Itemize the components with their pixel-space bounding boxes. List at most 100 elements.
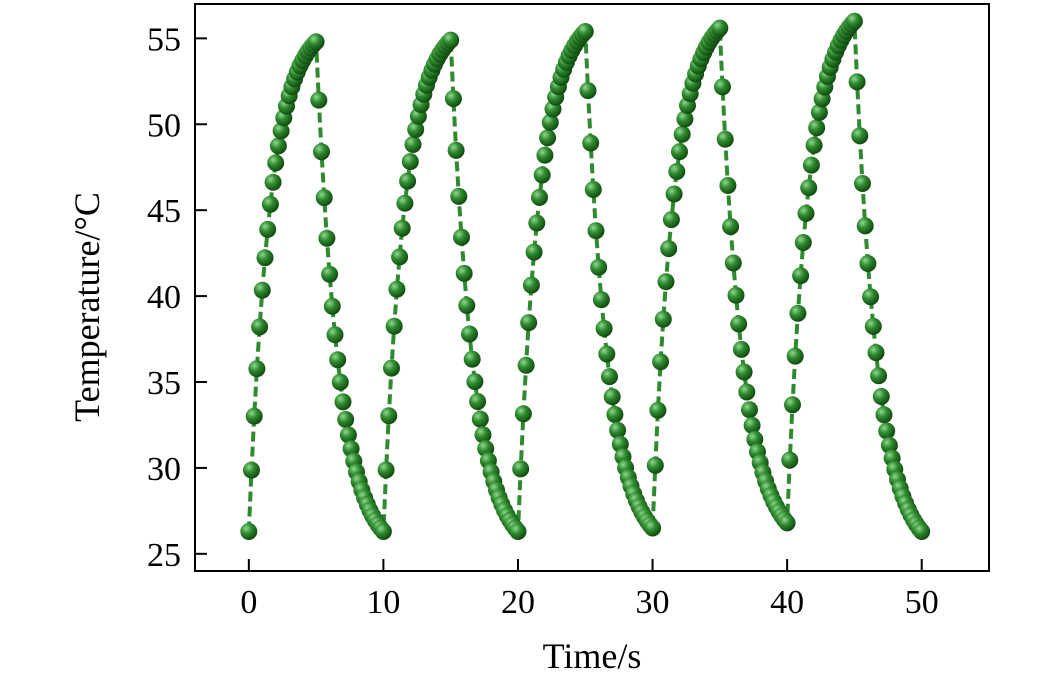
data-point (579, 82, 597, 100)
data-point (269, 137, 287, 155)
data-point (251, 318, 269, 336)
data-point (522, 276, 540, 294)
data-point (318, 229, 336, 247)
data-point (730, 315, 748, 333)
data-point (665, 185, 683, 203)
data-point (531, 188, 548, 206)
data-point (474, 426, 492, 444)
data-point (240, 523, 258, 540)
data-point (471, 410, 489, 428)
data-point (326, 326, 344, 344)
data-point (797, 204, 815, 222)
data-point (673, 125, 691, 143)
data-point (592, 291, 610, 309)
data-point (313, 143, 330, 161)
data-point (466, 373, 484, 391)
x-tick-label: 10 (366, 584, 400, 621)
data-point (272, 122, 290, 140)
data-point (741, 401, 758, 419)
data-point (243, 461, 260, 479)
data-point (374, 523, 392, 540)
data-point (253, 281, 271, 299)
series-layer (240, 12, 931, 540)
data-point (525, 243, 543, 261)
y-tick-label: 35 (147, 365, 181, 402)
data-point (453, 228, 470, 246)
data-point (533, 166, 551, 184)
data-point (256, 249, 274, 267)
data-point (377, 461, 395, 479)
data-point (337, 411, 355, 428)
data-point (722, 218, 740, 236)
data-point (792, 267, 810, 285)
data-point (778, 514, 796, 532)
data-point (598, 345, 616, 363)
data-point (463, 350, 481, 368)
data-point (808, 119, 826, 137)
data-point (396, 194, 414, 212)
data-point (388, 280, 406, 298)
y-axis-title: Temperature/°C (67, 192, 107, 422)
x-tick-label: 50 (905, 584, 939, 621)
ticks-layer: 0 10 20 30 40 50 25 30 35 40 45 50 55 (147, 21, 939, 621)
data-point (517, 356, 535, 374)
data-point (784, 396, 801, 414)
data-point (859, 255, 877, 272)
data-point (461, 325, 478, 343)
data-point (671, 143, 688, 161)
data-point (385, 317, 403, 335)
data-point (455, 264, 473, 282)
data-point (735, 363, 753, 381)
data-point (512, 460, 530, 478)
data-point (878, 422, 896, 440)
x-tick-label: 0 (240, 584, 257, 621)
data-point (380, 407, 398, 425)
data-point (310, 91, 328, 109)
data-point (657, 273, 675, 291)
data-point (854, 175, 871, 192)
data-point (264, 173, 282, 191)
data-point (727, 286, 745, 304)
data-point (870, 367, 888, 385)
data-point (447, 141, 465, 159)
data-point (719, 177, 737, 194)
data-point (738, 383, 756, 401)
data-point (781, 451, 799, 469)
data-point (334, 393, 352, 411)
y-tick-label: 40 (147, 279, 181, 316)
data-point (862, 288, 880, 306)
data-point (245, 407, 263, 425)
data-point (329, 351, 347, 369)
data-point (514, 405, 532, 423)
y-tick-label: 30 (147, 451, 181, 488)
data-point (794, 234, 812, 251)
data-point (654, 310, 672, 328)
data-point (606, 406, 624, 423)
data-point (582, 134, 600, 152)
data-point (867, 344, 885, 362)
x-tick-label: 20 (501, 584, 535, 621)
data-point (407, 121, 425, 138)
data-point (743, 416, 761, 434)
y-tick-label: 25 (147, 537, 181, 574)
y-tick-label: 45 (147, 193, 181, 230)
data-point (261, 195, 279, 213)
data-point (442, 31, 460, 49)
data-point (536, 146, 554, 164)
data-point (331, 373, 349, 391)
data-point (248, 360, 266, 378)
data-point (646, 456, 664, 474)
y-tick-label: 55 (147, 21, 181, 58)
data-point (789, 304, 807, 322)
data-point (724, 254, 742, 272)
data-point (469, 393, 487, 410)
data-point (315, 189, 333, 207)
data-point (587, 222, 605, 240)
data-point (307, 33, 325, 51)
data-point (716, 130, 734, 148)
data-point (649, 401, 667, 419)
data-point (732, 340, 750, 358)
data-point (810, 103, 828, 121)
x-axis-title: Time/s (543, 636, 642, 676)
